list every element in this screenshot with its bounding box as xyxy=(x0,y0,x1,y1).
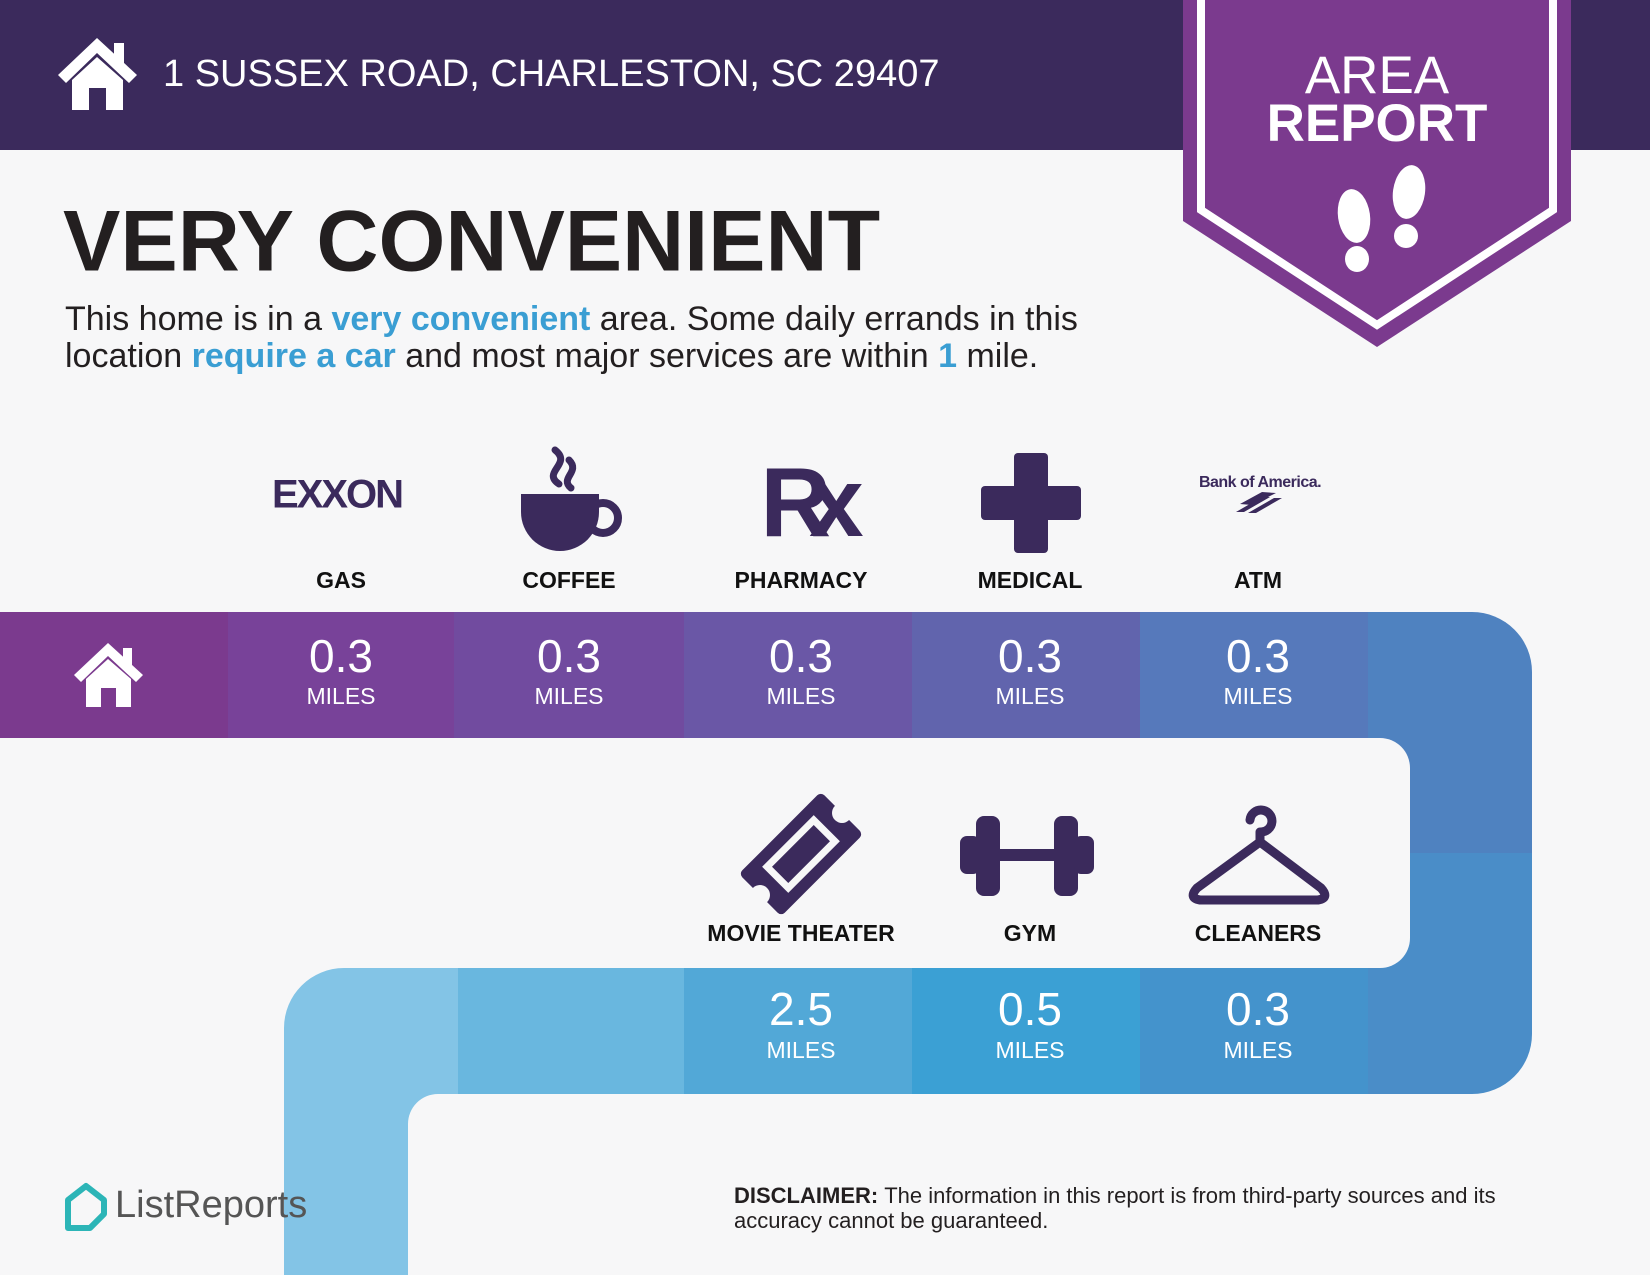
ribbon-turn xyxy=(284,968,458,1275)
brand-mark xyxy=(65,1183,107,1231)
summary-line: location require a car and most major se… xyxy=(65,337,1038,375)
gas-logo: EXXON xyxy=(272,473,402,517)
amenity-label: GAS xyxy=(316,567,366,593)
plate xyxy=(976,816,1000,896)
amenity-label: CLEANERS xyxy=(1195,920,1322,946)
chimney xyxy=(114,43,124,65)
heel xyxy=(1345,246,1369,272)
hanger-icon xyxy=(1188,805,1330,905)
disclaimer: accuracy cannot be guaranteed. xyxy=(734,1208,1048,1233)
handle xyxy=(584,499,622,537)
house xyxy=(72,57,123,110)
ribbon-segment xyxy=(1140,968,1368,1094)
footprints-icon xyxy=(1337,165,1426,272)
summary-text: and most major services are within xyxy=(396,337,938,375)
distance-value: 0.3 xyxy=(769,630,833,682)
distance-unit: MILES xyxy=(766,1037,835,1063)
brand-logo: ListReports xyxy=(65,1183,307,1231)
atm-logo: Bank of America. xyxy=(1199,474,1321,491)
home-icon xyxy=(58,38,137,110)
ribbon-segment xyxy=(454,612,684,738)
disclaimer-text: The information in this report is from t… xyxy=(884,1183,1495,1208)
distance-unit: MILES xyxy=(1223,1037,1292,1063)
steam xyxy=(549,446,577,492)
foot xyxy=(1337,189,1371,243)
ticket xyxy=(740,793,862,915)
amenity-label: MOVIE THEATER xyxy=(707,920,895,946)
disclaimer-label: DISCLAIMER: xyxy=(734,1183,878,1208)
cup xyxy=(521,494,599,551)
summary-text: This home is in a xyxy=(65,300,331,338)
summary-line: This home is in a very convenient area. … xyxy=(65,300,1078,338)
ribbon-segment xyxy=(1140,612,1368,738)
distance-unit: MILES xyxy=(306,683,375,709)
badge-title: AREA xyxy=(1305,46,1450,105)
ribbon-segment xyxy=(912,612,1140,738)
summary-highlight: very convenient xyxy=(331,300,590,338)
amenity-label: PHARMACY xyxy=(735,567,868,593)
ribbon-segment xyxy=(912,968,1140,1094)
brand-name: ListReports xyxy=(115,1184,307,1226)
distance-value: 0.3 xyxy=(537,630,601,682)
roof xyxy=(58,38,137,83)
summary-text: area. Some daily errands in this xyxy=(590,300,1078,338)
house xyxy=(86,659,131,707)
roof xyxy=(74,643,143,682)
badge-title: REPORT xyxy=(1267,94,1488,153)
distance-unit: MILES xyxy=(995,683,1064,709)
foot xyxy=(1392,165,1426,219)
coffee-icon xyxy=(521,446,622,551)
ribbon-segment xyxy=(456,968,684,1094)
notch xyxy=(832,802,853,823)
plate xyxy=(1054,816,1078,896)
gym-icon xyxy=(960,816,1094,896)
plate xyxy=(960,836,980,874)
distance-value: 0.3 xyxy=(1226,630,1290,682)
ribbon-segment xyxy=(228,612,454,738)
distance-value: 0.3 xyxy=(309,630,373,682)
badge-border xyxy=(1197,0,1557,330)
cross-bar xyxy=(981,486,1081,520)
bank-flag xyxy=(1236,492,1282,513)
distance-unit: MILES xyxy=(766,683,835,709)
distance-value: 0.5 xyxy=(998,983,1062,1035)
summary-highlight: require a car xyxy=(192,337,396,375)
flag-stripes xyxy=(1236,492,1282,513)
distance-value: 0.3 xyxy=(1226,983,1290,1035)
summary-text: mile. xyxy=(957,337,1038,375)
ticket-icon xyxy=(740,793,862,915)
heel xyxy=(1394,224,1418,248)
notch xyxy=(749,885,770,906)
chimney xyxy=(123,648,132,666)
ribbon-gap xyxy=(0,738,1410,968)
distance-value: 2.5 xyxy=(769,983,833,1035)
address: 1 SUSSEX ROAD, CHARLESTON, SC 29407 xyxy=(163,53,939,95)
home-icon xyxy=(74,643,143,707)
route-ribbon xyxy=(0,612,1532,1275)
headline: VERY CONVENIENT xyxy=(63,194,880,290)
distance-value: 0.3 xyxy=(998,630,1062,682)
amenity-label: COFFEE xyxy=(522,567,615,593)
distance-unit: MILES xyxy=(534,683,603,709)
ribbon-segment xyxy=(684,612,912,738)
ticket-inner xyxy=(762,815,840,893)
amenity-label: MEDICAL xyxy=(978,567,1083,593)
amenity-label: GYM xyxy=(1004,920,1056,946)
summary-text: location xyxy=(65,337,192,375)
amenity-label: ATM xyxy=(1234,567,1282,593)
medical-icon xyxy=(981,453,1081,553)
bar xyxy=(986,849,1068,861)
disclaimer: DISCLAIMER: The information in this repor… xyxy=(734,1183,1496,1208)
ribbon-segment xyxy=(684,968,912,1094)
plate xyxy=(1074,836,1094,874)
summary-highlight: 1 xyxy=(938,337,957,375)
distance-unit: MILES xyxy=(995,1037,1064,1063)
distance-unit: MILES xyxy=(1223,683,1292,709)
